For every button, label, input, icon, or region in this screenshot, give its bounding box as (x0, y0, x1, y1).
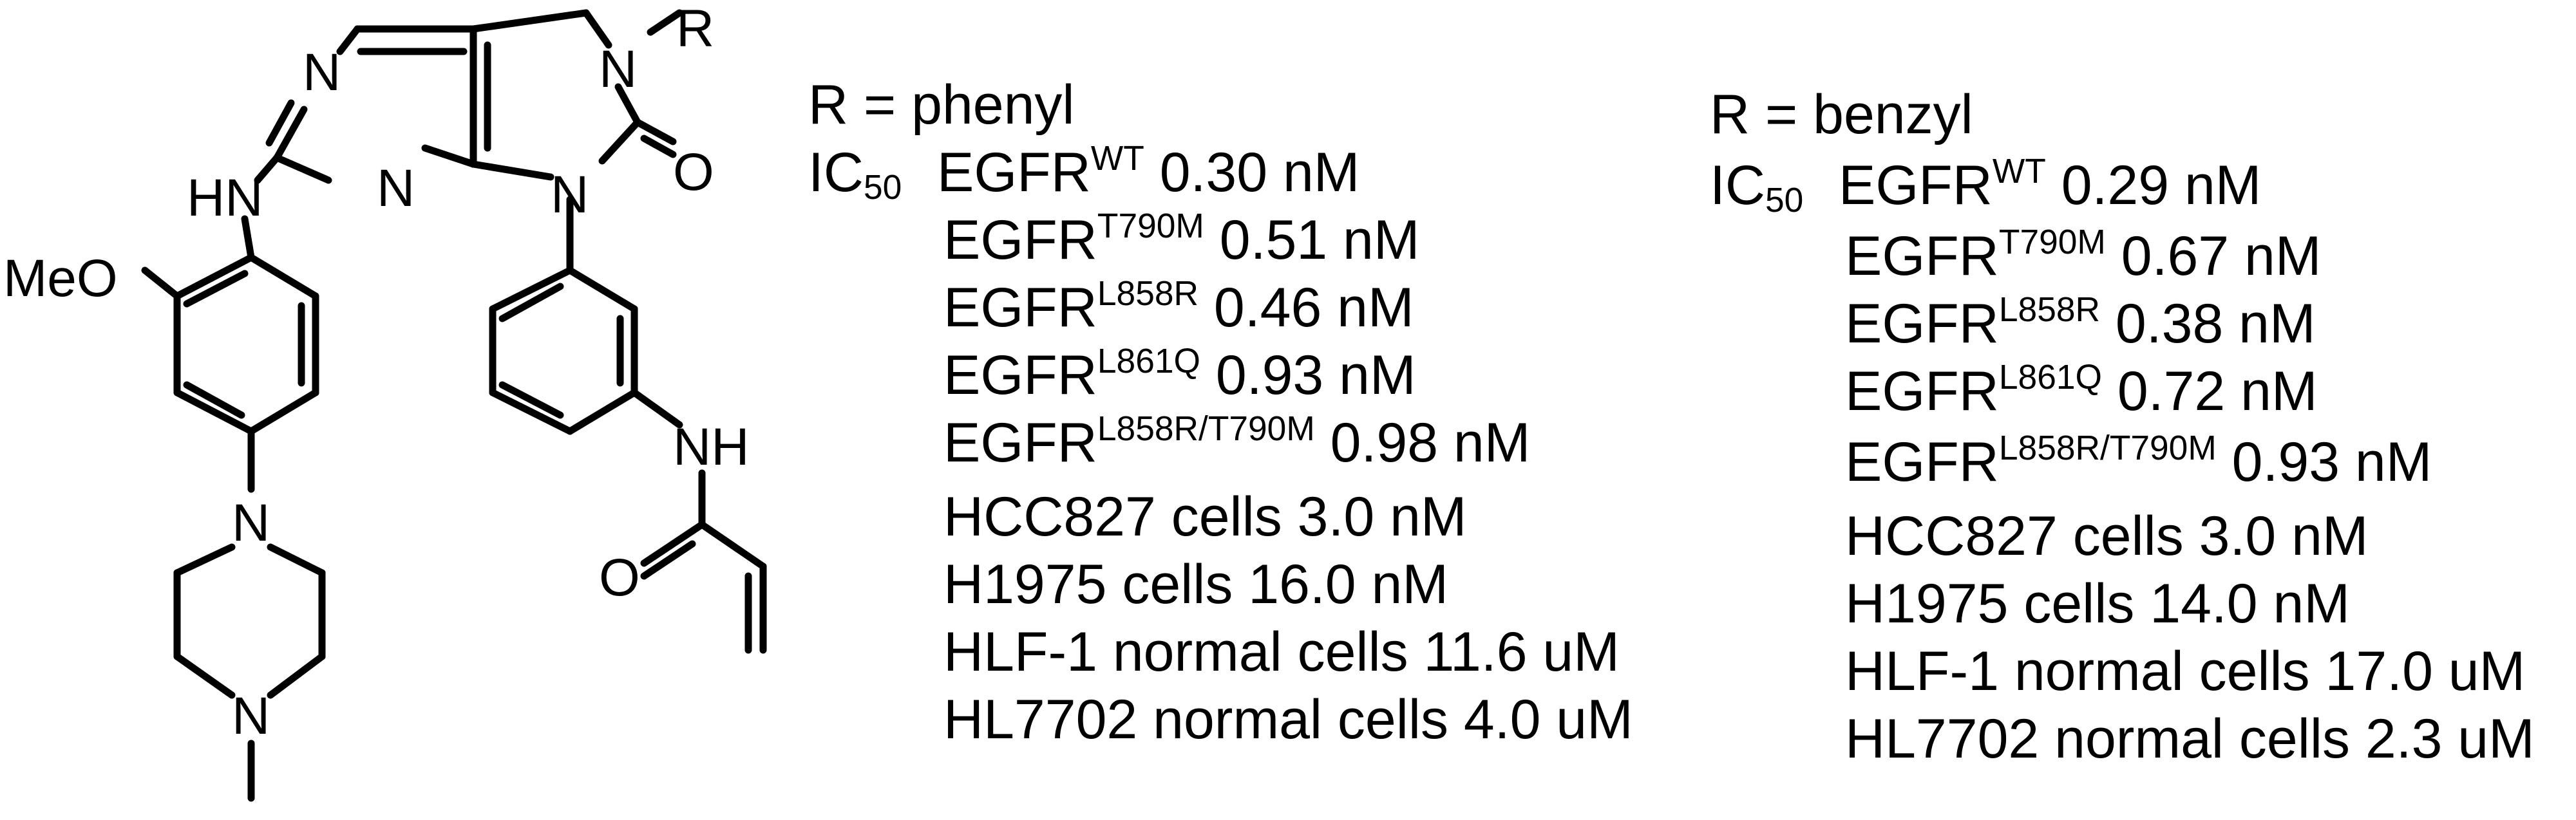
bond (640, 135, 677, 158)
activity-row: EGFRT790M 0.51 nM (943, 207, 1420, 271)
activity-row: EGFRWT 0.29 nM (1839, 152, 2262, 216)
ic50-label: IC50 (1710, 154, 1804, 219)
activity-row: EGFRWT 0.30 nM (937, 139, 1360, 203)
activity-row: H1975 cells 14.0 nM (1845, 573, 2350, 635)
atom-label-hn: HN (187, 169, 263, 227)
bond (698, 521, 767, 570)
bond (273, 106, 308, 162)
bond (183, 381, 245, 419)
activity-row: HLF-1 normal cells 11.6 uM (943, 621, 1620, 683)
activity-row: HL7702 normal cells 4.0 uM (943, 689, 1633, 750)
activity-row: EGFRL858R 0.38 nM (1845, 290, 2316, 355)
activity-row: HLF-1 normal cells 17.0 uM (1845, 640, 2526, 702)
bond (634, 118, 677, 145)
atom-label-n: N (551, 165, 589, 224)
atom-label-o: O (599, 548, 640, 607)
activity-row: H1975 cells 16.0 nM (943, 554, 1448, 615)
bond (173, 653, 236, 699)
bond (469, 160, 554, 181)
bond (265, 99, 295, 147)
r-group-line: R = phenyl (808, 74, 1075, 136)
atom-label-n: N (599, 40, 637, 98)
bond (614, 83, 641, 126)
bond (647, 9, 683, 36)
ic50-label: IC50 (808, 142, 902, 207)
bond (498, 283, 564, 322)
bond (273, 154, 332, 184)
activity-row: EGFRT790M 0.67 nM (1845, 223, 2322, 287)
activity-row: HCC827 cells 3.0 nM (943, 486, 1467, 548)
bond (630, 389, 683, 429)
r-group-line: R = benzyl (1710, 84, 1973, 145)
bond (267, 653, 326, 699)
bond (247, 254, 319, 300)
bond (566, 266, 638, 313)
activity-row: EGFRL861Q 0.93 nM (943, 342, 1416, 406)
bond (141, 266, 181, 300)
atom-label-meo: MeO (3, 249, 118, 308)
atom-label-r: R (676, 0, 714, 58)
bond (267, 543, 326, 577)
bond (498, 381, 564, 419)
bond (241, 215, 255, 261)
bond (247, 389, 319, 435)
activity-row: EGFRL858R 0.46 nM (943, 274, 1414, 339)
bond (173, 254, 255, 300)
atom-label-o: O (673, 143, 714, 201)
activity-row: EGFRL858R/T790M 0.98 nM (943, 409, 1531, 474)
atom-label-n: N (303, 43, 341, 102)
bond (489, 389, 574, 435)
bond (336, 25, 361, 55)
activity-row: EGFRL861Q 0.72 nM (1845, 358, 2318, 422)
bond (173, 389, 255, 435)
bond (640, 540, 696, 580)
atom-label-n: N (377, 159, 415, 218)
atom-label-n: N (232, 494, 270, 552)
chemical-structure: R N N N O N HN MeO N NH O N (3, 0, 767, 802)
activity-row: HL7702 normal cells 2.3 uM (1845, 708, 2535, 770)
bond (566, 389, 638, 435)
atom-label-n: N (232, 687, 270, 745)
bond (421, 144, 477, 168)
bond (183, 270, 249, 308)
bond (598, 118, 641, 165)
activity-row: EGFRL858R/T790M 0.93 nM (1845, 429, 2432, 493)
bond (173, 543, 236, 577)
activity-row: HCC827 cells 3.0 nM (1845, 505, 2369, 567)
bond (254, 154, 281, 184)
atom-label-nh: NH (673, 418, 749, 476)
bond (640, 521, 706, 567)
bond (469, 9, 590, 33)
bond (489, 266, 574, 313)
bond (582, 9, 612, 49)
